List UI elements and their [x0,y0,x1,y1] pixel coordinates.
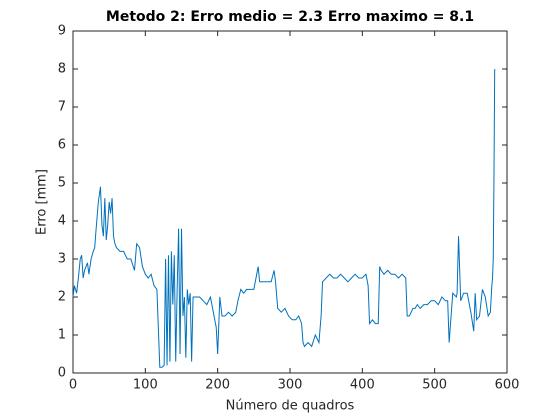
x-tick-label: 0 [69,378,77,393]
y-tick-label: 7 [58,100,66,115]
y-tick-label: 1 [58,328,66,343]
y-tick-label: 2 [58,290,66,305]
x-tick-label: 300 [278,378,303,393]
y-tick-label: 5 [58,176,66,191]
x-tick-label: 500 [422,378,447,393]
y-tick-label: 6 [58,138,66,153]
y-tick-label: 9 [58,24,66,39]
x-tick-label: 600 [495,378,520,393]
x-tick-label: 200 [205,378,230,393]
chart-title: Metodo 2: Erro medio = 2.3 Erro maximo =… [106,9,474,25]
x-axis-label: Número de quadros [226,399,355,414]
y-tick-label: 4 [58,214,66,229]
y-tick-label: 0 [58,366,66,381]
x-tick-label: 400 [350,378,375,393]
y-tick-label: 3 [58,252,66,267]
x-tick-label: 100 [133,378,158,393]
y-tick-label: 8 [58,62,66,77]
data-line [72,68,496,368]
y-axis-label: Erro [mm] [35,169,50,235]
plot-frame [72,30,508,374]
